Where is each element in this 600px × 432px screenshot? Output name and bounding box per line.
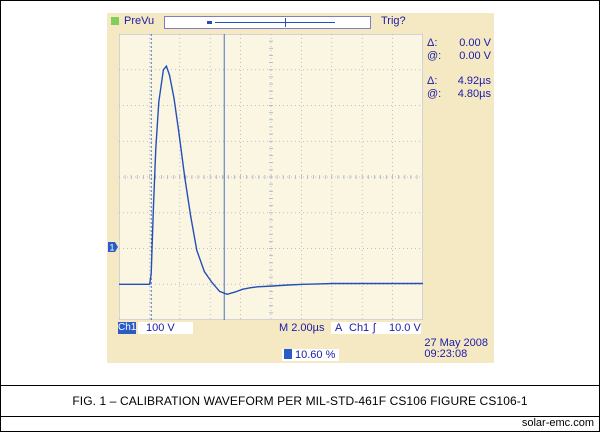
record-view-bar — [164, 16, 371, 29]
trace-point — [241, 288, 244, 290]
trigger-position-value: 10.60 % — [295, 349, 336, 361]
trace-point — [177, 129, 180, 132]
ch1-trace-line — [119, 64, 423, 296]
trace-point — [162, 69, 164, 71]
readout-symbol: Δ: — [427, 37, 438, 49]
readout-symbol: Δ: — [427, 75, 438, 87]
record-window-icon — [207, 21, 212, 24]
readout-row: @: 0.00 V — [427, 50, 491, 63]
readout-row: @: 4.80µs — [427, 88, 491, 101]
caption-area: FIG. 1 – CALIBRATION WAVEFORM PER MIL-ST… — [1, 385, 599, 417]
readout-value: 0.00 V — [459, 50, 491, 62]
trace-point — [149, 283, 151, 285]
cursor-readout-panel: Δ: 0.00 V @: 0.00 V Δ: 4.92µs @: 4.80µs — [425, 34, 494, 114]
trace-point — [302, 283, 304, 285]
trigger-position-icon — [284, 349, 292, 359]
time: 09:23:08 — [424, 348, 468, 360]
timestamp: 27 May 2008 09:23:08 — [424, 338, 488, 360]
trigger-label: A — [335, 322, 343, 334]
trigger-settings: A Ch1 ʃ 10.0 V — [331, 322, 421, 334]
trace-point — [272, 285, 274, 287]
trace-point — [219, 290, 221, 292]
settings-bar: Ch1 100 V M 2.00µs A Ch1 ʃ 10.0 V — [107, 322, 494, 336]
trace-point — [150, 272, 152, 275]
trace-point — [211, 281, 213, 284]
trigger-position-readout: 10.60 % — [282, 349, 340, 361]
volts-per-div: 100 V — [138, 322, 193, 334]
trace-point — [173, 97, 175, 99]
readout-value: 0.00 V — [459, 37, 491, 49]
cursor-lines — [150, 34, 225, 320]
ch1-ground-marker-icon: 1 — [108, 242, 118, 252]
figure-caption: FIG. 1 – CALIBRATION WAVEFORM PER MIL-ST… — [72, 394, 528, 408]
record-line — [215, 22, 335, 23]
trace-point — [363, 282, 365, 285]
ch1-marker-text: 1 — [109, 243, 114, 253]
trace-point — [152, 205, 155, 207]
date: 27 May 2008 — [424, 337, 488, 349]
readout-symbol: @: — [427, 88, 442, 100]
trigger-status: Trig? — [381, 15, 406, 27]
mode-label: PreVu — [124, 15, 155, 27]
trace-point — [317, 283, 320, 285]
trigger-level: 10.0 V — [389, 322, 421, 334]
trace-point — [333, 282, 335, 285]
trace-point — [158, 101, 160, 103]
readout-row: Δ: 0.00 V — [427, 37, 491, 50]
trigger-source: Ch1 — [349, 322, 370, 334]
trace-point — [143, 283, 145, 285]
trace-point — [155, 147, 157, 149]
graticule-grid — [119, 34, 423, 320]
waveform-plot — [119, 34, 423, 320]
readout-row: Δ: 4.92µs — [427, 75, 491, 88]
acquisition-status-icon — [111, 17, 119, 25]
readout-symbol: @: — [427, 50, 442, 62]
trace-point — [184, 176, 186, 178]
timebase: M 2.00µs — [279, 322, 325, 334]
record-position-tick — [285, 18, 286, 27]
channel-label: Ch1 — [118, 322, 137, 334]
readout-value: 4.92µs — [457, 75, 491, 87]
trace-point — [257, 286, 259, 288]
source-credit: solar-emc.com — [521, 417, 594, 429]
trigger-slope-icon: ʃ — [373, 322, 376, 334]
top-status-bar: PreVu Trig? — [107, 13, 494, 33]
trace-point — [168, 74, 171, 76]
trace-point — [234, 291, 236, 293]
readout-value: 4.80µs — [457, 88, 491, 100]
trace-point — [287, 284, 289, 286]
trace-point — [119, 283, 120, 285]
trace-point — [190, 215, 192, 217]
trace-point — [203, 271, 206, 273]
trace-point — [196, 249, 198, 251]
oscilloscope-screen: PreVu Trig? T 1 Δ: 0.00 V @: 0.00 V Δ: — [107, 13, 494, 363]
trace-point — [249, 287, 251, 289]
trace-point — [165, 65, 168, 67]
trace-point — [422, 282, 423, 285]
trace-point — [226, 293, 228, 295]
